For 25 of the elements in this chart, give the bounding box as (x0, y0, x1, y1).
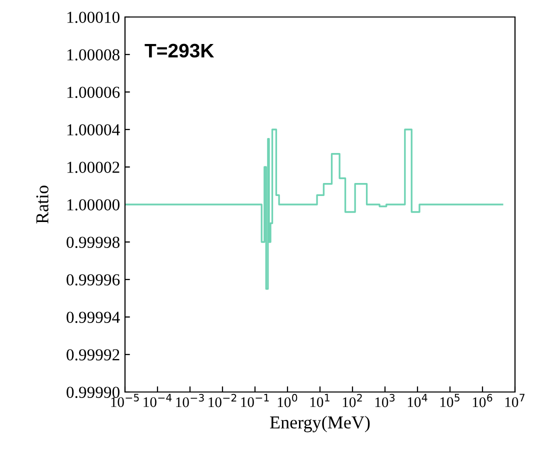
y-tick-label: 1.00000 (67, 199, 120, 211)
x-tick-label: 10$^{5}$ (440, 394, 460, 408)
annotation: T=293K (144, 44, 214, 58)
y-tick-label: 1.00008 (67, 49, 120, 61)
y-tick-label: 1.00004 (67, 124, 120, 136)
y-tick-label: 0.99996 (66, 274, 120, 286)
y-tick-label: 0.99998 (66, 236, 120, 248)
x-tick-label: 10$^{4}$ (408, 394, 428, 408)
x-tick-label: 10$^{−3}$ (176, 394, 204, 408)
x-tick-label: 10$^{−1}$ (241, 394, 269, 408)
x-tick-label: 10$^{3}$ (375, 394, 395, 408)
x-tick-label: 10$^{−2}$ (208, 394, 236, 408)
y-tick-label: 1.00010 (67, 12, 120, 24)
x-tick-label: 10$^{0}$ (278, 394, 298, 408)
y-tick-label: 0.99992 (66, 349, 120, 361)
y-tick-label: 1.00002 (67, 162, 120, 174)
y-axis-title: Ratio (36, 186, 48, 224)
x-axis-title: Energy(MeV) (270, 416, 370, 432)
x-tick-label: 10$^{2}$ (342, 394, 362, 408)
x-tick-label: 10$^{7}$ (505, 394, 524, 408)
y-tick-label: 0.99994 (66, 312, 120, 324)
x-tick-label: 10$^{−4}$ (144, 394, 172, 408)
y-tick-label: 1.00006 (67, 86, 120, 98)
x-tick-label: 10$^{1}$ (310, 394, 330, 408)
x-tick-label: 10$^{6}$ (472, 394, 492, 408)
